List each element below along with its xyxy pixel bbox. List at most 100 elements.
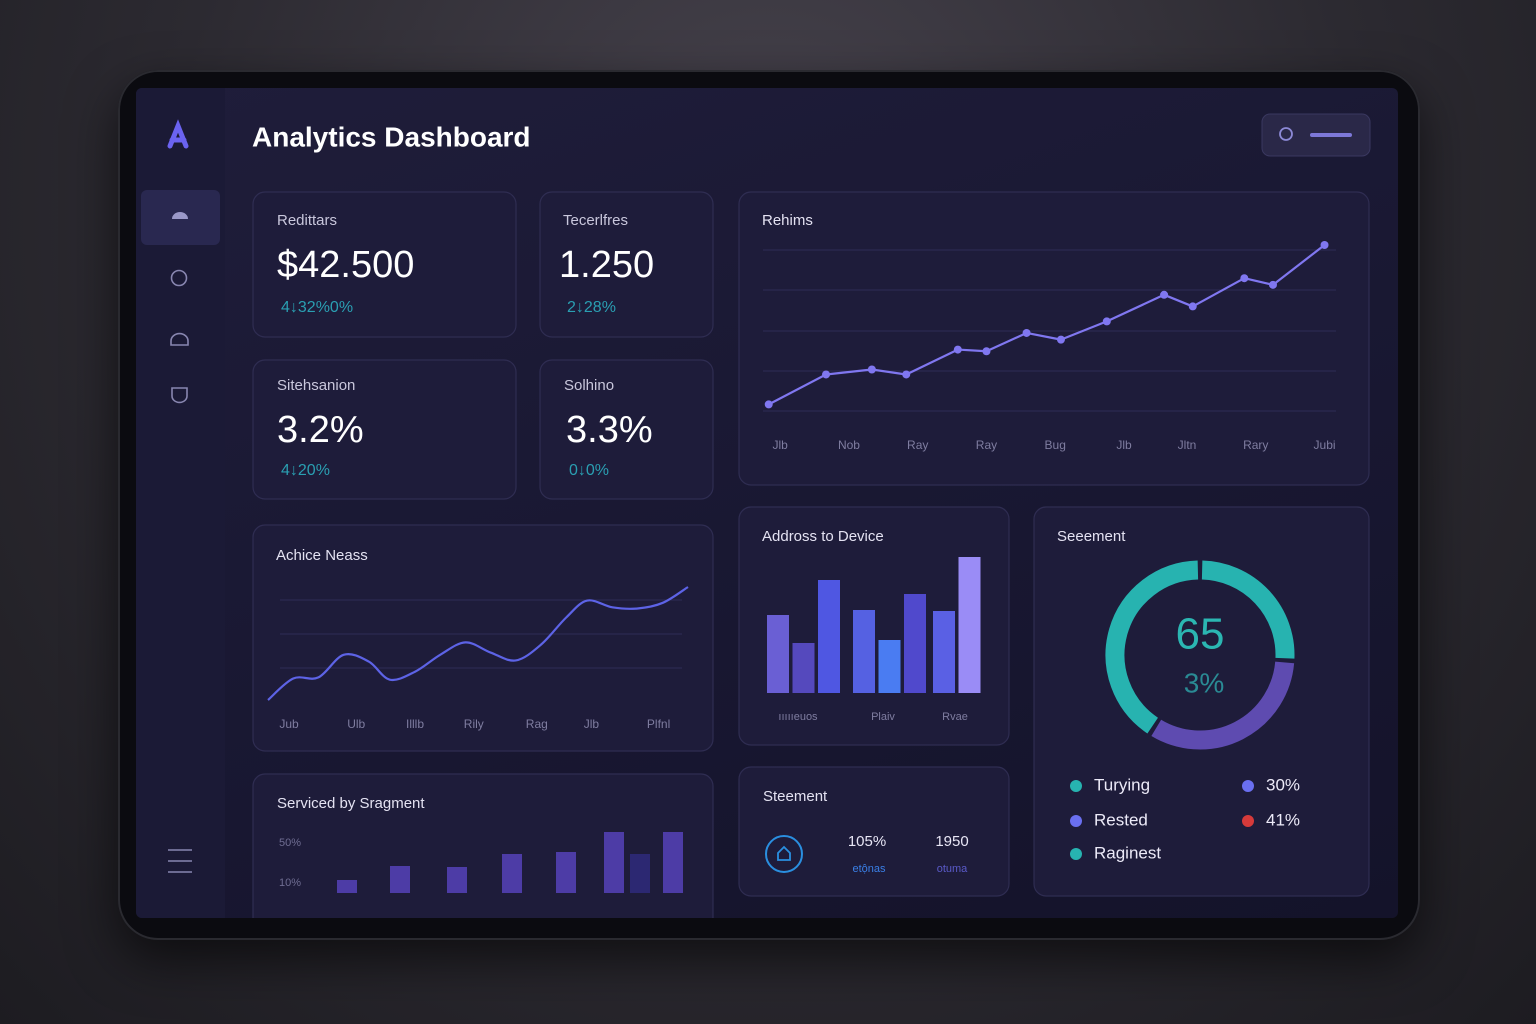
x-tick-label: Rary xyxy=(1243,438,1268,452)
dashboard: Analytics Dashboard Redittars $42.500 4↓… xyxy=(136,88,1371,918)
x-tick-label: Ray xyxy=(907,438,928,452)
y-tick-label: 50% xyxy=(279,837,301,849)
kpi-value: 3.2% xyxy=(277,409,364,451)
menu-icon[interactable] xyxy=(168,849,192,873)
nav-icon[interactable] xyxy=(170,332,189,346)
nav-icon[interactable] xyxy=(170,269,188,287)
chart-card xyxy=(1033,506,1370,897)
kpi-value: 3.3% xyxy=(566,409,653,451)
nav-icon[interactable] xyxy=(172,212,188,219)
chart-card xyxy=(252,773,714,918)
kpi-card xyxy=(252,359,517,500)
kpi-change: 4↓20% xyxy=(281,462,330,479)
x-tick-label: Bug xyxy=(1045,438,1066,452)
x-tick-label: Jub xyxy=(279,717,299,731)
point xyxy=(1188,302,1197,311)
x-tick-label: Rily xyxy=(464,717,484,731)
point xyxy=(1102,317,1111,326)
x-tick-label: Ray xyxy=(976,438,997,452)
point xyxy=(1268,280,1277,289)
donut-segment xyxy=(1151,661,1295,750)
card-title: Steement xyxy=(763,788,828,805)
nav-icon[interactable] xyxy=(171,387,188,404)
donut-label: 3% xyxy=(1184,667,1224,698)
y-tick-label: 10% xyxy=(279,877,301,889)
point xyxy=(1022,328,1031,337)
point xyxy=(1320,241,1329,249)
point xyxy=(902,370,911,379)
x-tick-label: Plfnl xyxy=(647,717,670,731)
legend-label: Rested xyxy=(1094,810,1148,829)
legend-swatch xyxy=(1242,780,1254,792)
chart-title: Serviced by Sragment xyxy=(277,795,425,812)
bar xyxy=(663,832,683,893)
stat-icon-glyph xyxy=(777,845,791,861)
donut-segment xyxy=(1105,560,1199,734)
stat-card xyxy=(738,766,1010,897)
stat-value: 105% xyxy=(848,833,886,850)
kpi-label: Sitehsanion xyxy=(277,377,355,394)
x-tick-label: Jlb xyxy=(584,717,600,731)
kpi-change: 2↓28% xyxy=(567,299,616,316)
bar xyxy=(390,866,410,893)
bar xyxy=(337,880,357,893)
x-tick-label: Plaiv xyxy=(871,711,895,723)
kpi-label: Redittars xyxy=(277,212,337,229)
kpi-card xyxy=(539,359,714,500)
donut-segment xyxy=(1201,560,1295,659)
screen: Analytics Dashboard Redittars $42.500 4↓… xyxy=(136,88,1398,918)
logo[interactable] xyxy=(167,119,189,149)
kpi-change: 0↓0% xyxy=(569,462,609,479)
donut-value: 65 xyxy=(1176,610,1225,659)
bar xyxy=(878,640,901,693)
bar xyxy=(556,852,576,893)
stat-value: 1950 xyxy=(935,833,968,850)
bar xyxy=(818,580,840,693)
bar xyxy=(853,610,875,693)
bar xyxy=(447,867,467,893)
point xyxy=(1240,274,1249,283)
bar xyxy=(604,832,624,893)
stat-label: otuma xyxy=(937,863,968,875)
point xyxy=(822,370,831,379)
legend-swatch xyxy=(1070,780,1082,792)
bar xyxy=(502,854,522,893)
legend-swatch xyxy=(1070,815,1082,827)
bar xyxy=(630,854,650,893)
line xyxy=(267,586,689,701)
bar xyxy=(958,557,981,693)
legend-label: 41% xyxy=(1266,810,1300,829)
kpi-label: Solhino xyxy=(564,377,614,394)
x-tick-label: Rag xyxy=(526,717,548,731)
kpi-value: $42.500 xyxy=(277,244,414,286)
x-tick-label: Nob xyxy=(838,438,860,452)
x-tick-label: Jltn xyxy=(1178,438,1197,452)
x-tick-label: Illlb xyxy=(406,717,424,731)
chart-title: Seeement xyxy=(1057,528,1126,545)
point xyxy=(953,345,962,354)
page-title: Analytics Dashboard xyxy=(252,121,531,152)
bar xyxy=(933,611,955,693)
x-tick-label: Jlb xyxy=(773,438,789,452)
x-tick-label: Jubi xyxy=(1314,438,1336,452)
x-tick-label: ıııııeuos xyxy=(778,711,818,723)
bar xyxy=(792,643,815,693)
bar xyxy=(904,594,926,693)
kpi-card xyxy=(539,191,714,338)
point xyxy=(1160,290,1169,299)
x-tick-label: Jlb xyxy=(1116,438,1132,452)
chart-title: Addross to Device xyxy=(762,528,884,545)
point xyxy=(867,365,876,374)
legend-label: Turying xyxy=(1094,775,1150,794)
kpi-label: Tecerlfres xyxy=(563,212,628,229)
guide-lines xyxy=(280,249,1336,669)
legend-label: 30% xyxy=(1266,775,1300,794)
search-icon xyxy=(1279,127,1293,141)
stat-label: etộnas xyxy=(852,863,886,875)
line xyxy=(768,244,1326,406)
kpi-card xyxy=(252,191,517,338)
legend-swatch xyxy=(1070,848,1082,860)
x-tick-label: Rvae xyxy=(942,711,968,723)
bar xyxy=(767,615,789,693)
